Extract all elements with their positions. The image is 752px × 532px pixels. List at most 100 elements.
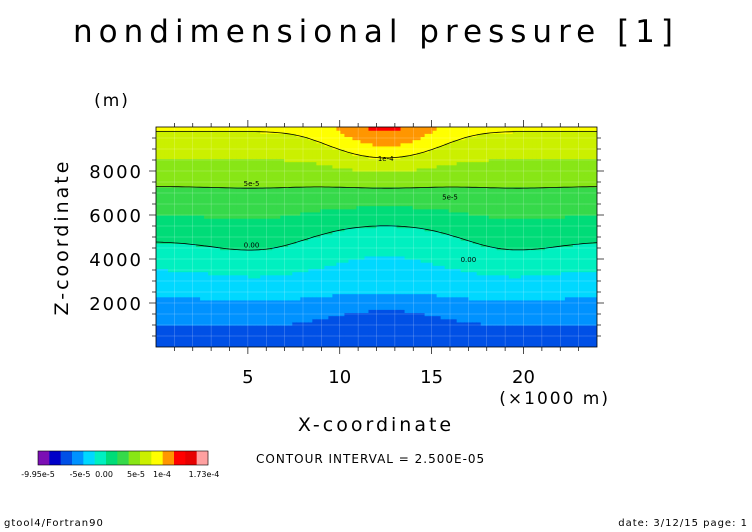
contour-cell	[336, 208, 342, 213]
contour-cell	[240, 142, 245, 147]
contour-cell	[432, 142, 438, 147]
contour-cell	[408, 155, 414, 160]
contour-cell	[220, 193, 225, 197]
contour-cell	[280, 328, 285, 332]
contour-cell	[220, 271, 225, 276]
contour-cell	[212, 271, 217, 276]
contour-cell	[424, 318, 430, 323]
contour-cell	[304, 177, 309, 182]
contour-cell	[316, 284, 321, 288]
contour-cell	[404, 130, 410, 134]
contour-cell	[440, 309, 446, 314]
contour-cell	[332, 290, 338, 295]
contour-cell	[316, 177, 321, 182]
contour-cell	[380, 303, 386, 307]
contour-cell	[296, 130, 301, 134]
contour-cell	[212, 193, 217, 197]
contour-cell	[228, 202, 233, 207]
contour-cell	[316, 211, 321, 216]
contour-cell	[264, 136, 269, 141]
contour-cell	[272, 177, 277, 182]
contour-cell	[324, 237, 329, 241]
contour-cell	[284, 177, 289, 182]
contour-cell	[412, 259, 418, 263]
contour-cell	[272, 290, 277, 295]
contour-cell	[404, 158, 410, 163]
contour-cell	[340, 193, 346, 197]
contour-cell	[256, 343, 261, 347]
contour-cell	[272, 252, 277, 257]
contour-cell	[392, 164, 398, 169]
contour-cell	[336, 215, 342, 219]
contour-cell	[212, 290, 217, 295]
contour-cell	[200, 215, 205, 219]
contour-cell	[292, 149, 297, 153]
contour-cell	[220, 177, 225, 182]
contour-cell	[272, 303, 277, 307]
contour-cell	[264, 340, 269, 345]
contour-cell	[416, 303, 422, 307]
contour-cell	[224, 287, 229, 292]
contour-cell	[184, 331, 189, 336]
contour-cell	[264, 230, 269, 235]
contour-cell	[188, 133, 193, 138]
contour-cell	[344, 309, 350, 314]
contour-cell	[272, 271, 277, 276]
contour-cell	[364, 249, 370, 254]
contour-cell	[164, 252, 169, 257]
contour-cell	[352, 193, 358, 197]
contour-cell	[408, 303, 414, 307]
contour-cell	[156, 180, 161, 185]
contour-cell	[392, 325, 398, 329]
contour-cell	[400, 309, 406, 314]
contour-cell	[428, 274, 434, 279]
contour-cell	[172, 309, 177, 314]
contour-cell	[172, 299, 177, 304]
contour-cell	[180, 127, 185, 131]
contour-cell	[164, 237, 169, 241]
contour-cell	[220, 274, 225, 279]
contour-cell	[412, 274, 418, 279]
contour-cell	[256, 230, 261, 235]
contour-cell	[252, 252, 257, 257]
contour-cell	[320, 189, 325, 194]
contour-cell	[244, 315, 249, 320]
contour-cell	[308, 255, 313, 260]
contour-cell	[296, 237, 301, 241]
contour-cell	[328, 306, 333, 310]
contour-cell	[224, 262, 229, 266]
contour-cell	[296, 136, 301, 141]
contour-cell	[164, 259, 169, 263]
contour-cell	[280, 246, 285, 251]
contour-cell	[300, 164, 305, 169]
contour-cell	[340, 318, 346, 323]
contour-cell	[248, 262, 253, 266]
contour-cell	[196, 193, 201, 197]
contour-cell	[228, 233, 233, 238]
contour-cell	[208, 274, 213, 279]
contour-cell	[248, 227, 253, 232]
contour-cell	[164, 127, 169, 131]
contour-cell	[188, 199, 193, 204]
contour-cell	[256, 136, 261, 141]
contour-cell	[348, 208, 354, 213]
contour-cell	[348, 155, 354, 160]
contour-cell	[396, 237, 402, 241]
contour-cell	[292, 337, 297, 342]
contour-cell	[328, 183, 333, 188]
contour-cell	[160, 277, 165, 282]
contour-cell	[176, 186, 181, 191]
contour-cell	[432, 227, 438, 232]
contour-cell	[364, 174, 370, 178]
contour-cell	[328, 331, 333, 336]
contour-cell	[328, 211, 333, 216]
contour-cell	[212, 246, 217, 251]
contour-cell	[340, 343, 346, 347]
contour-cell	[224, 321, 229, 326]
contour-cell	[240, 136, 245, 141]
contour-cell	[312, 296, 317, 301]
contour-cell	[420, 164, 426, 169]
contour-cell	[156, 152, 161, 156]
contour-cell	[384, 221, 390, 226]
contour-cell	[164, 340, 169, 345]
